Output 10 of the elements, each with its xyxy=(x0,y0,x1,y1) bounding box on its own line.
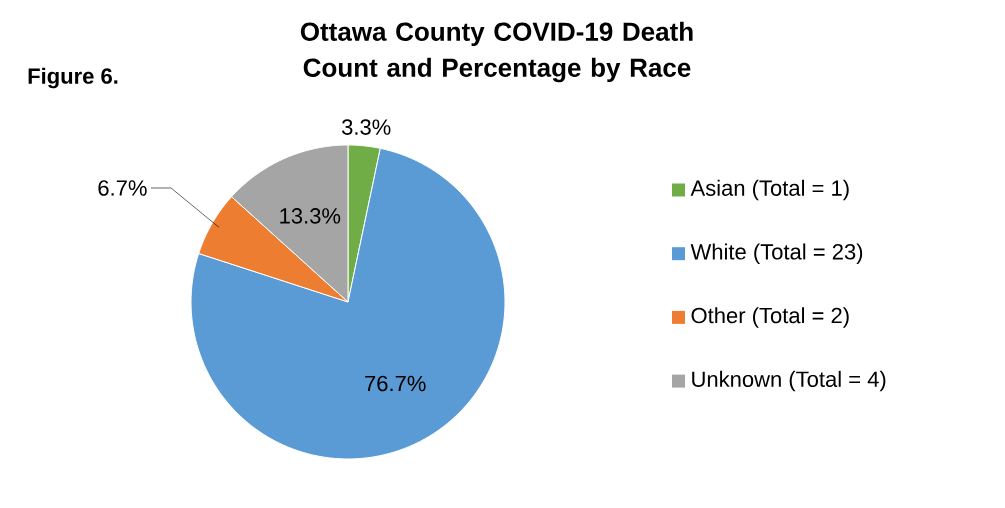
legend-label: White (Total = 23) xyxy=(690,243,863,264)
chart-title: Ottawa County COVID-19 Death Count and Percentage by Race xyxy=(300,21,693,83)
legend-label: Asian (Total = 1) xyxy=(690,179,849,201)
data-label: 76.7% xyxy=(365,375,426,392)
data-label: 6.7% xyxy=(98,180,147,196)
data-label: 3.3% xyxy=(341,119,391,135)
legend-label: Unknown (Total = 4) xyxy=(692,370,886,392)
caption: Figure 6. xyxy=(28,67,118,89)
data-label: 13.3% xyxy=(280,208,341,224)
legend-label: Other (Total = 2) xyxy=(691,307,849,328)
